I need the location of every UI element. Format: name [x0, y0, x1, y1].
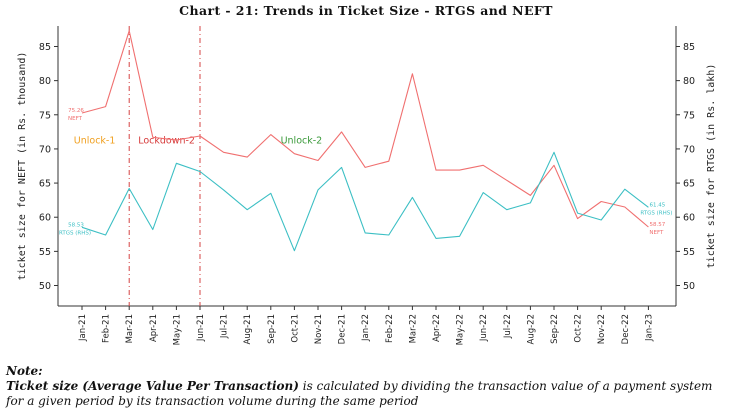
x-tick-label: Sep-21 — [267, 314, 277, 344]
y-tick-label-right: 60 — [683, 213, 695, 224]
y-tick-label-left: 50 — [39, 281, 51, 292]
x-tick-label: Aug-22 — [526, 314, 536, 344]
chart: Chart - 21: Trends in Ticket Size - RTGS… — [17, 3, 717, 345]
y-tick-label-left: 55 — [39, 247, 51, 258]
y-tick-label-right: 80 — [683, 76, 695, 87]
point-tag-neft: NEFT — [649, 230, 664, 236]
point-label-rtgs: 58.53 — [68, 222, 84, 228]
y-tick-label-right: 75 — [683, 110, 695, 121]
chart-title: Chart - 21: Trends in Ticket Size - RTGS… — [179, 3, 553, 18]
x-tick-label: Feb-21 — [102, 314, 112, 343]
y-tick-label-left: 75 — [39, 110, 51, 121]
x-tick-label: Jun-21 — [196, 314, 206, 342]
y-tick-label-left: 85 — [39, 42, 51, 53]
x-tick-label: Jun-22 — [479, 314, 489, 342]
phase-label-unlock-2: Unlock-2 — [281, 136, 323, 147]
note-term: Ticket size (Average Value Per Transacti… — [6, 379, 299, 393]
x-tick-label: Jan-21 — [78, 314, 88, 342]
x-tick-label: Jul-21 — [220, 314, 230, 339]
y-axis-label-left: ticket size for NEFT (in Rs. thousand) — [17, 52, 28, 281]
x-tick-label: Oct-22 — [574, 314, 584, 343]
y-axis-label-right: ticket size for RTGS (in Rs. lakh) — [706, 64, 717, 269]
series-lines — [81, 30, 649, 252]
y-tick-label-left: 80 — [39, 76, 51, 87]
x-tick-label: Apr-21 — [149, 314, 159, 342]
x-tick-label: Aug-21 — [243, 314, 253, 344]
series-line-neft — [81, 30, 649, 228]
series-line-rtgs — [81, 151, 649, 252]
phase-label-lockdown-2: Lockdown-2 — [138, 136, 195, 147]
point-tag-rtgs: RTGS (RHS) — [59, 230, 91, 236]
x-tick-label: Sep-22 — [550, 314, 560, 344]
x-tick-label: Nov-21 — [314, 314, 324, 344]
x-tick-label: Mar-22 — [408, 314, 418, 343]
point-label-neft: 58.57 — [650, 222, 666, 228]
axes: 50 50 55 55 60 60 65 65 70 70 75 75 80 80 85 85 Jan-21 Fe… — [17, 26, 717, 345]
note-text: is calculated by dividing the transactio… — [6, 379, 713, 408]
y-tick-label-left: 70 — [39, 144, 51, 155]
point-label-neft: 75.26 — [68, 108, 84, 114]
note-heading: Note: — [6, 364, 43, 378]
y-tick-label-right: 50 — [683, 281, 695, 292]
x-tick-label: Nov-22 — [597, 314, 607, 344]
phase-markers: Unlock-1 Lockdown-2 Unlock-2 — [74, 26, 322, 306]
note-body: Ticket size (Average Value Per Transacti… — [6, 379, 731, 409]
point-labels: 75.26 NEFT 58.53 RTGS (RHS) 61.45 RTGS (RHS) 5… — [59, 108, 672, 236]
x-tick-label: Jan-22 — [361, 314, 371, 342]
x-tick-label: Apr-22 — [432, 314, 442, 342]
x-tick-label: Jan-23 — [644, 314, 654, 342]
y-tick-label-left: 65 — [39, 179, 51, 190]
x-tick-label: Feb-22 — [385, 314, 395, 343]
y-tick-label-right: 55 — [683, 247, 695, 258]
note: Note: Ticket size (Average Value Per Tra… — [6, 364, 731, 409]
phase-label-unlock-1: Unlock-1 — [74, 136, 116, 147]
point-tag-neft: NEFT — [68, 116, 83, 122]
y-tick-label-right: 65 — [683, 179, 695, 190]
x-tick-label: May-21 — [172, 314, 182, 345]
y-tick-label-right: 85 — [683, 42, 695, 53]
x-tick-label: Dec-22 — [621, 314, 631, 344]
y-tick-label-left: 60 — [39, 213, 51, 224]
x-tick-label: Oct-21 — [290, 314, 300, 343]
x-tick-label: May-22 — [456, 314, 466, 345]
x-tick-label: Mar-21 — [125, 314, 135, 343]
point-tag-rtgs: RTGS (RHS) — [640, 210, 672, 216]
x-tick-label: Jul-22 — [503, 314, 513, 339]
y-tick-label-right: 70 — [683, 144, 695, 155]
point-label-rtgs: 61.45 — [650, 202, 666, 208]
x-tick-label: Dec-21 — [338, 314, 348, 344]
